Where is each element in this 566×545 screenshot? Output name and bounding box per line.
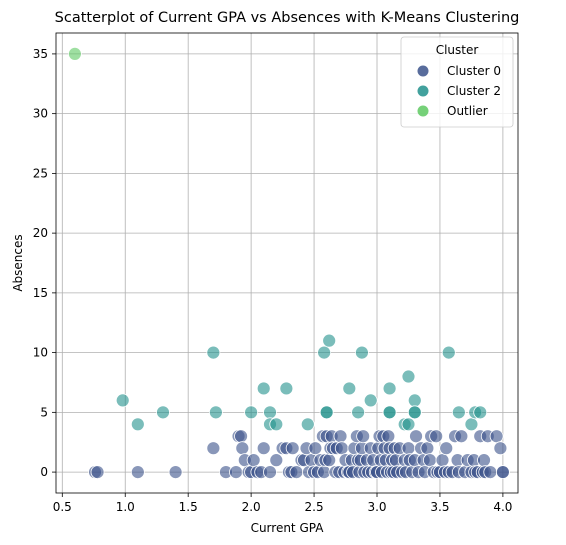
- y-tick-label: 35: [33, 47, 48, 61]
- data-point-cluster-2: [401, 369, 416, 384]
- x-tick-label: 2.5: [305, 500, 324, 514]
- data-point-cluster-0: [322, 453, 337, 468]
- data-point-cluster-2: [256, 381, 271, 396]
- x-axis-ticks: 0.5 1.0 1.5 2.0 2.5 3.0 3.5 4.0: [53, 493, 512, 514]
- data-point-cluster-0: [435, 453, 450, 468]
- series-cluster-2: [115, 333, 488, 432]
- x-tick-label: 2.0: [242, 500, 261, 514]
- data-point-cluster-0: [429, 429, 444, 444]
- data-point-cluster-2: [279, 381, 294, 396]
- data-point-cluster-2: [407, 405, 422, 420]
- data-point-cluster-0: [206, 441, 221, 456]
- data-point-cluster-0: [483, 465, 498, 479]
- legend-label-cluster-0: Cluster 0: [447, 64, 501, 78]
- y-axis-ticks: 0 5 10 15 20 25 30 35: [33, 47, 56, 479]
- data-point-cluster-2: [115, 393, 130, 408]
- data-point-cluster-2: [244, 405, 259, 420]
- data-point-cluster-2: [300, 417, 315, 432]
- data-point-cluster-0: [269, 453, 284, 468]
- data-point-cluster-0: [229, 465, 243, 479]
- data-point-cluster-0: [234, 429, 248, 444]
- data-point-cluster-0: [235, 441, 250, 456]
- data-point-cluster-0: [381, 429, 396, 444]
- data-point-cluster-2: [317, 345, 332, 360]
- data-point-cluster-2: [407, 393, 422, 408]
- x-tick-label: 3.0: [367, 500, 386, 514]
- legend-marker-cluster-2: [417, 85, 429, 97]
- grid: [56, 33, 518, 493]
- data-point-cluster-0: [90, 465, 105, 479]
- x-tick-label: 1.0: [116, 500, 135, 514]
- data-point-cluster-0: [477, 453, 491, 468]
- data-point-cluster-0: [256, 441, 271, 456]
- x-tick-label: 4.0: [493, 500, 512, 514]
- y-axis-label: Absences: [11, 234, 25, 291]
- y-tick-label: 25: [33, 166, 48, 180]
- data-point-cluster-2: [269, 417, 284, 432]
- legend-label-cluster-2: Cluster 2: [447, 84, 501, 98]
- data-point-cluster-2: [382, 381, 397, 396]
- data-point-cluster-0: [495, 465, 510, 479]
- plot-frame: [55, 32, 519, 494]
- chart-title: Scatterplot of Current GPA vs Absences w…: [55, 10, 520, 26]
- data-points: [67, 47, 510, 479]
- data-point-cluster-2: [451, 405, 466, 420]
- legend: Cluster Cluster 0 Cluster 2 Outlier: [400, 36, 514, 128]
- data-point-cluster-2: [351, 405, 366, 420]
- legend-marker-cluster-0: [417, 65, 429, 77]
- data-point-cluster-0: [409, 429, 423, 444]
- data-point-cluster-2: [382, 405, 397, 420]
- y-tick-label: 5: [40, 405, 48, 419]
- y-tick-label: 15: [33, 286, 48, 300]
- data-point-cluster-2: [473, 405, 488, 420]
- data-point-cluster-2: [206, 345, 221, 360]
- data-point-cluster-2: [208, 405, 223, 420]
- y-tick-label: 10: [33, 346, 48, 360]
- series-cluster-0: [88, 429, 510, 479]
- data-point-cluster-0: [489, 429, 504, 444]
- legend-marker-outlier: [417, 105, 429, 117]
- data-point-cluster-2: [342, 381, 357, 396]
- data-point-cluster-0: [168, 465, 183, 479]
- data-point-cluster-2: [401, 417, 416, 432]
- data-point-cluster-0: [289, 465, 304, 479]
- x-tick-label: 1.5: [179, 500, 198, 514]
- legend-box: [400, 36, 514, 128]
- legend-title: Cluster: [436, 43, 479, 57]
- x-axis-label: Current GPA: [251, 521, 325, 535]
- data-point-cluster-2: [464, 417, 479, 432]
- series-outlier: [67, 47, 82, 61]
- data-point-cluster-2: [441, 345, 456, 360]
- data-point-cluster-0: [493, 441, 508, 456]
- data-point-cluster-0: [308, 441, 323, 456]
- data-point-cluster-2: [130, 417, 145, 432]
- data-point-cluster-0: [130, 465, 145, 479]
- data-point-cluster-0: [454, 429, 469, 444]
- y-tick-label: 20: [33, 226, 48, 240]
- data-point-cluster-2: [322, 333, 337, 348]
- y-tick-label: 30: [33, 107, 48, 121]
- legend-label-outlier: Outlier: [447, 104, 488, 118]
- data-point-cluster-0: [334, 441, 349, 456]
- data-point-cluster-0: [420, 441, 435, 456]
- data-point-cluster-2: [355, 345, 369, 360]
- y-tick-label: 0: [40, 465, 48, 479]
- data-point-cluster-0: [246, 453, 261, 468]
- x-tick-label: 0.5: [53, 500, 72, 514]
- data-point-cluster-0: [422, 453, 437, 468]
- data-point-cluster-0: [263, 465, 277, 479]
- data-point-cluster-2: [363, 393, 378, 408]
- data-point-cluster-0: [401, 441, 416, 456]
- data-point-cluster-0: [285, 441, 300, 456]
- data-point-cluster-0: [356, 429, 371, 444]
- data-point-cluster-2: [156, 405, 170, 420]
- x-tick-label: 3.5: [430, 500, 449, 514]
- data-point-cluster-2: [263, 405, 277, 420]
- data-point-cluster-0: [439, 441, 454, 456]
- data-point-cluster-0: [333, 429, 348, 444]
- data-point-outlier: [67, 47, 82, 61]
- data-point-cluster-2: [319, 405, 334, 420]
